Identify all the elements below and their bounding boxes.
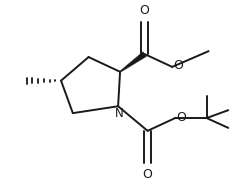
Text: O: O <box>143 168 153 181</box>
Text: O: O <box>173 59 183 72</box>
Text: O: O <box>140 4 150 17</box>
Text: N: N <box>115 107 124 120</box>
Text: O: O <box>176 111 186 124</box>
Polygon shape <box>120 52 146 72</box>
